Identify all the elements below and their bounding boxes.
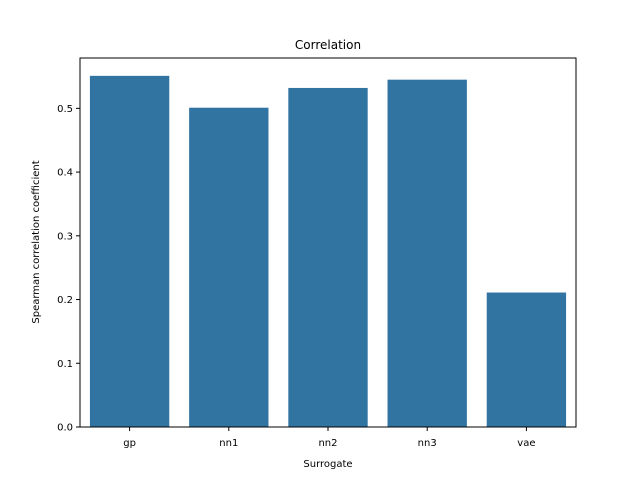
x-tick-label: nn3 [418,438,437,449]
y-tick-label: 0.4 [57,168,73,179]
chart-title: Correlation [295,38,361,52]
x-ticks-group: gp nn1 nn2 nn3 vae [123,427,536,449]
plot-frame [79,57,577,428]
x-tick-label: vae [517,438,535,449]
y-tick-label: 0.2 [57,295,73,306]
y-tick-label: 0.5 [57,104,73,115]
y-tick-label: 0.1 [57,359,73,370]
bar-gp [89,75,170,428]
bar-nn3 [387,79,467,427]
x-tick-label: gp [123,438,136,449]
bar-nn2 [288,87,368,427]
y-axis-label: Spearman correlation coefficient [31,160,42,323]
x-tick-label: nn2 [318,438,337,449]
x-axis-label: Surrogate [303,459,352,470]
y-ticks-group: 0.0 0.1 0.2 0.3 0.4 0.5 [57,104,80,434]
y-tick-label: 0.3 [57,231,73,242]
x-tick-label: nn1 [219,438,238,449]
bar-nn1 [189,107,269,428]
y-tick-label: 0.0 [57,423,73,434]
bars-group [89,75,567,428]
bar-vae [486,292,567,427]
